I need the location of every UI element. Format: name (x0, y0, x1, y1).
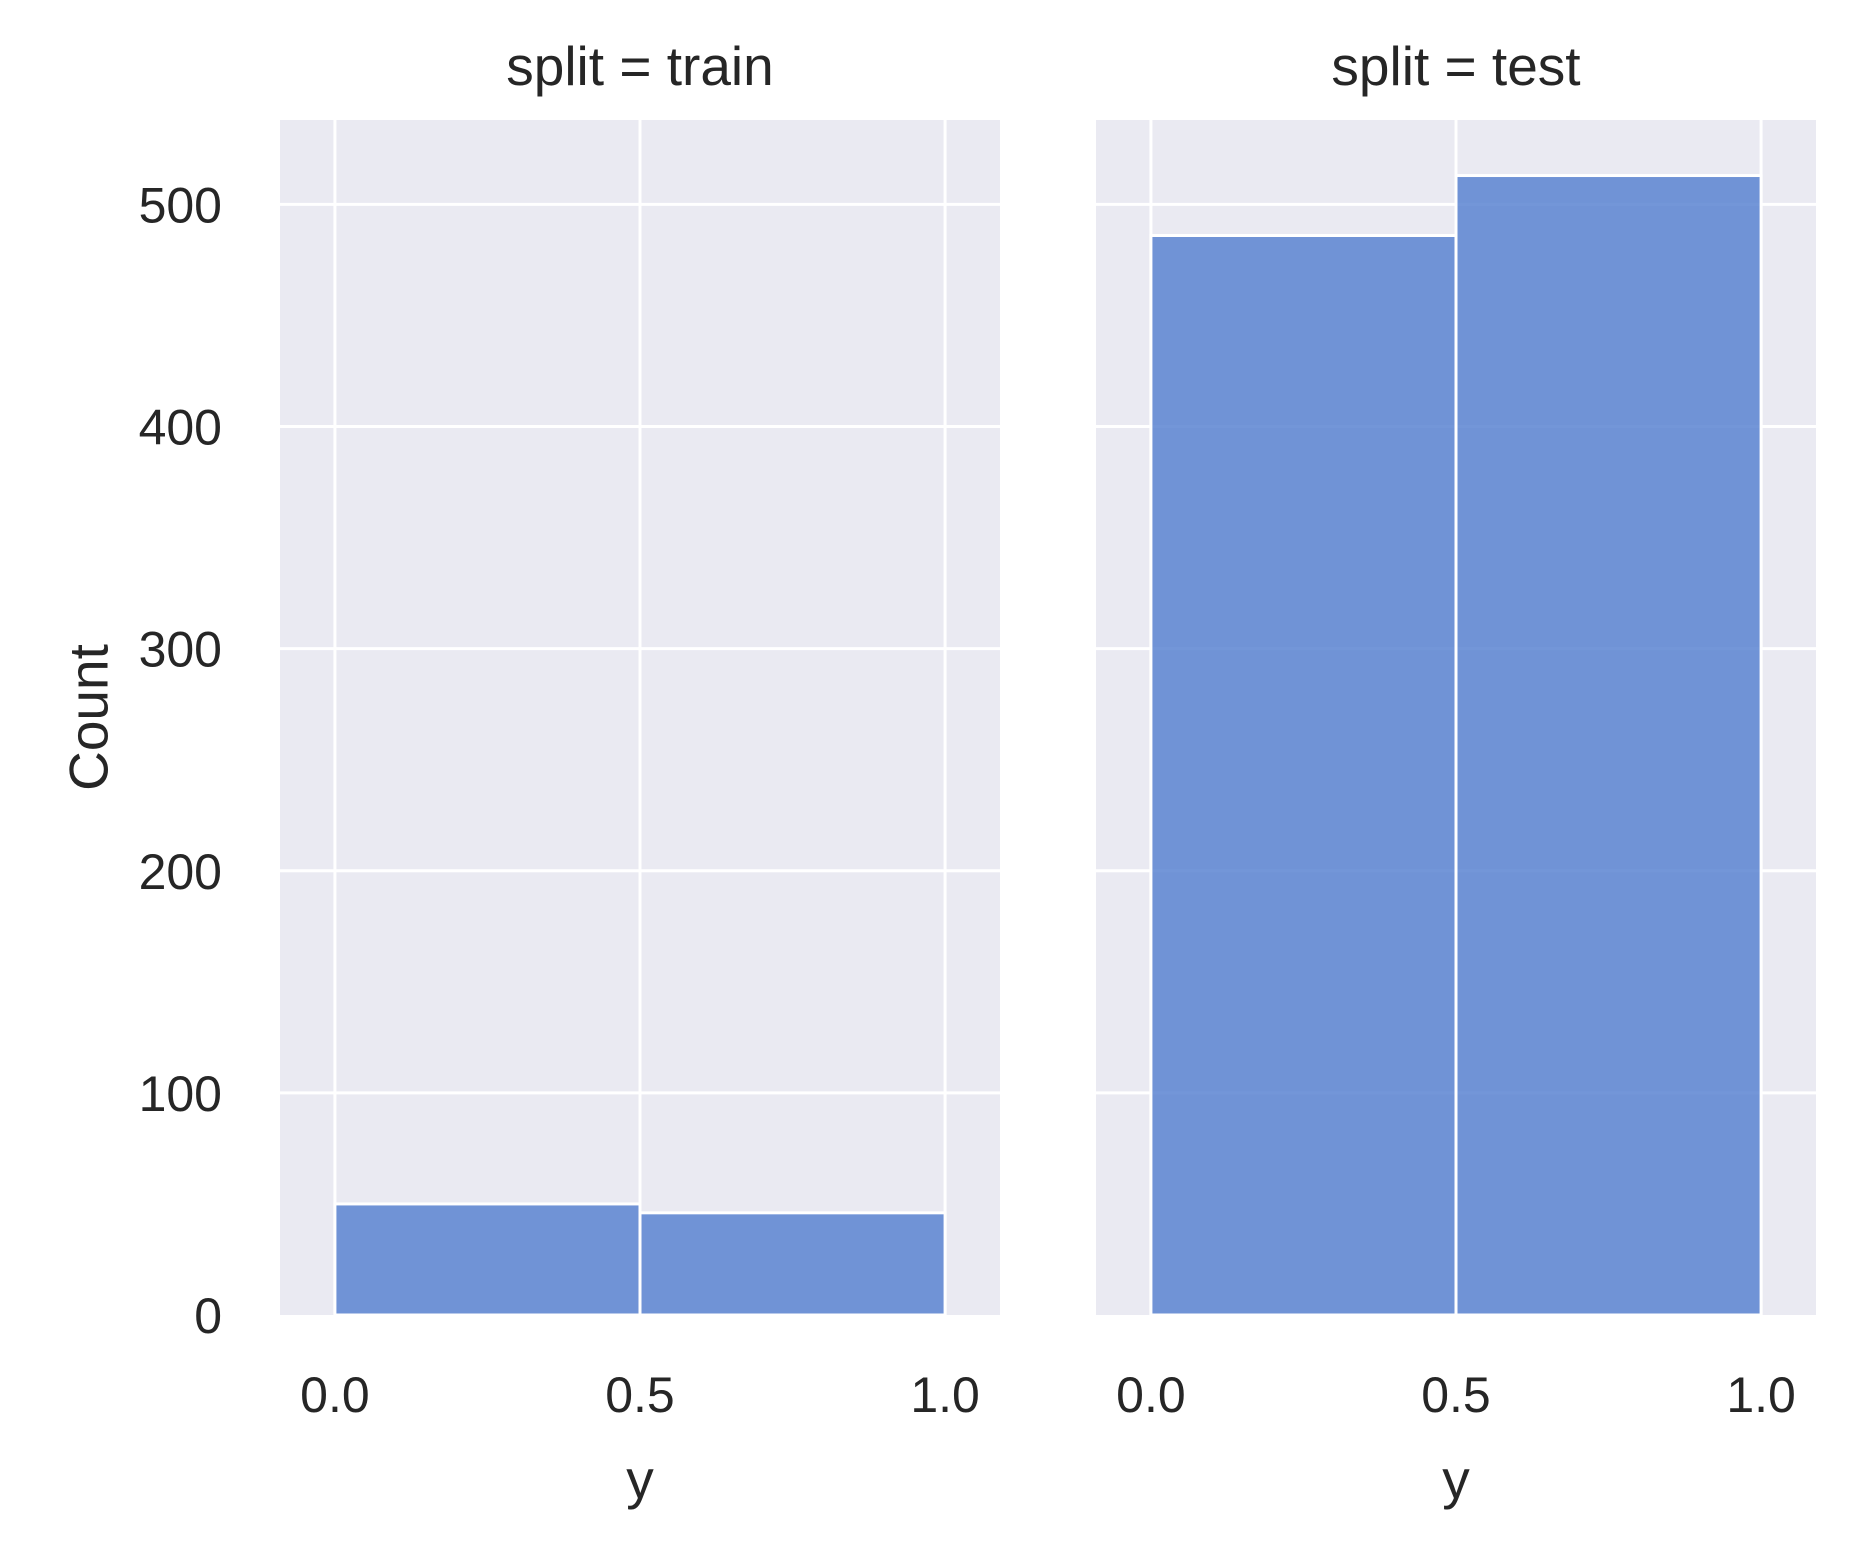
bars-train (333, 1202, 947, 1317)
grid-train (280, 120, 1000, 1315)
x-axis-label-test: y (1442, 1448, 1470, 1510)
y-tick-label-1: 100 (139, 1066, 222, 1122)
x-tick-label-train-2: 1.0 (910, 1367, 980, 1423)
bars-test (1149, 174, 1763, 1317)
x-tick-label-test-1: 0.5 (1421, 1367, 1491, 1423)
y-tick-labels: 0 100 200 300 400 500 (139, 177, 222, 1344)
x-tick-labels-train: 0.0 0.5 1.0 (300, 1367, 980, 1423)
bar-train-0 (333, 1202, 642, 1317)
x-tick-label-test-0: 0.0 (1116, 1367, 1186, 1423)
panel-title-train: split = train (506, 35, 773, 97)
x-tick-label-test-2: 1.0 (1726, 1367, 1796, 1423)
panel-train: split = train 0 100 200 300 400 500 0.0 0.5 1.0… (139, 35, 1000, 1510)
x-tick-label-train-0: 0.0 (300, 1367, 370, 1423)
panel-test: split = test 0.0 0.5 1.0 y (1096, 35, 1816, 1510)
y-tick-label-2: 200 (139, 844, 222, 900)
y-axis-label: Count (57, 644, 119, 791)
bar-train-1 (638, 1211, 947, 1317)
y-tick-label-0: 0 (194, 1288, 222, 1344)
x-axis-label-train: y (626, 1448, 654, 1510)
bar-test-0 (1149, 234, 1458, 1317)
x-tick-labels-test: 0.0 0.5 1.0 (1116, 1367, 1796, 1423)
bar-test-1 (1454, 174, 1763, 1317)
y-tick-label-5: 500 (139, 177, 222, 233)
panel-title-test: split = test (1331, 35, 1580, 97)
y-tick-label-4: 400 (139, 400, 222, 456)
y-tick-label-3: 300 (139, 622, 222, 678)
x-tick-label-train-1: 0.5 (605, 1367, 675, 1423)
